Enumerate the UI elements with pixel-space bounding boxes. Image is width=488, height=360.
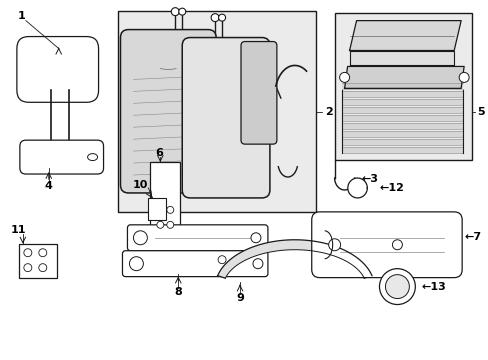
Polygon shape bbox=[341, 84, 462, 89]
Bar bbox=[118, 11, 315, 212]
FancyBboxPatch shape bbox=[311, 212, 461, 278]
Circle shape bbox=[166, 206, 173, 213]
Bar bbox=[19, 244, 57, 278]
Polygon shape bbox=[341, 91, 462, 97]
Circle shape bbox=[218, 256, 225, 264]
Polygon shape bbox=[341, 147, 462, 153]
Circle shape bbox=[392, 240, 402, 250]
FancyBboxPatch shape bbox=[241, 41, 276, 144]
Circle shape bbox=[157, 206, 163, 213]
Polygon shape bbox=[347, 178, 366, 198]
Polygon shape bbox=[344, 67, 463, 88]
Text: ←3: ←3 bbox=[361, 174, 378, 184]
Circle shape bbox=[133, 231, 147, 245]
Text: 2: 2 bbox=[324, 107, 332, 117]
Polygon shape bbox=[341, 107, 462, 113]
Text: ←13: ←13 bbox=[421, 282, 445, 292]
Bar bbox=[148, 198, 166, 220]
Text: 5: 5 bbox=[476, 107, 484, 117]
Circle shape bbox=[211, 14, 219, 22]
Circle shape bbox=[129, 257, 143, 271]
Text: ←12: ←12 bbox=[379, 183, 404, 193]
Circle shape bbox=[24, 264, 32, 272]
Circle shape bbox=[218, 14, 225, 21]
Circle shape bbox=[179, 8, 185, 15]
Circle shape bbox=[166, 221, 173, 228]
Circle shape bbox=[157, 221, 163, 228]
Text: 9: 9 bbox=[236, 293, 244, 302]
Polygon shape bbox=[341, 123, 462, 129]
Circle shape bbox=[385, 275, 408, 298]
Circle shape bbox=[252, 259, 263, 269]
Circle shape bbox=[39, 264, 47, 272]
Polygon shape bbox=[349, 50, 453, 66]
Polygon shape bbox=[349, 21, 460, 50]
Text: 11: 11 bbox=[11, 225, 26, 235]
Text: 10: 10 bbox=[132, 180, 147, 190]
Circle shape bbox=[39, 249, 47, 257]
Polygon shape bbox=[217, 240, 371, 278]
FancyBboxPatch shape bbox=[122, 251, 267, 276]
Circle shape bbox=[339, 72, 349, 82]
Text: 4: 4 bbox=[45, 181, 53, 191]
Circle shape bbox=[458, 72, 468, 82]
Circle shape bbox=[24, 249, 32, 257]
FancyBboxPatch shape bbox=[20, 140, 103, 174]
Polygon shape bbox=[341, 139, 462, 145]
Text: ←7: ←7 bbox=[463, 232, 480, 242]
FancyBboxPatch shape bbox=[127, 225, 267, 251]
Polygon shape bbox=[341, 131, 462, 137]
Text: 1: 1 bbox=[18, 11, 25, 21]
Circle shape bbox=[250, 233, 261, 243]
FancyBboxPatch shape bbox=[182, 37, 269, 198]
Ellipse shape bbox=[87, 154, 98, 161]
Bar bbox=[334, 13, 471, 160]
Text: 8: 8 bbox=[174, 287, 182, 297]
FancyBboxPatch shape bbox=[17, 37, 99, 102]
Circle shape bbox=[171, 8, 179, 15]
Circle shape bbox=[379, 269, 414, 305]
FancyBboxPatch shape bbox=[120, 30, 216, 193]
Polygon shape bbox=[341, 99, 462, 105]
Circle shape bbox=[328, 239, 340, 251]
Bar bbox=[150, 162, 180, 240]
Text: 6: 6 bbox=[155, 148, 163, 158]
Polygon shape bbox=[341, 115, 462, 121]
